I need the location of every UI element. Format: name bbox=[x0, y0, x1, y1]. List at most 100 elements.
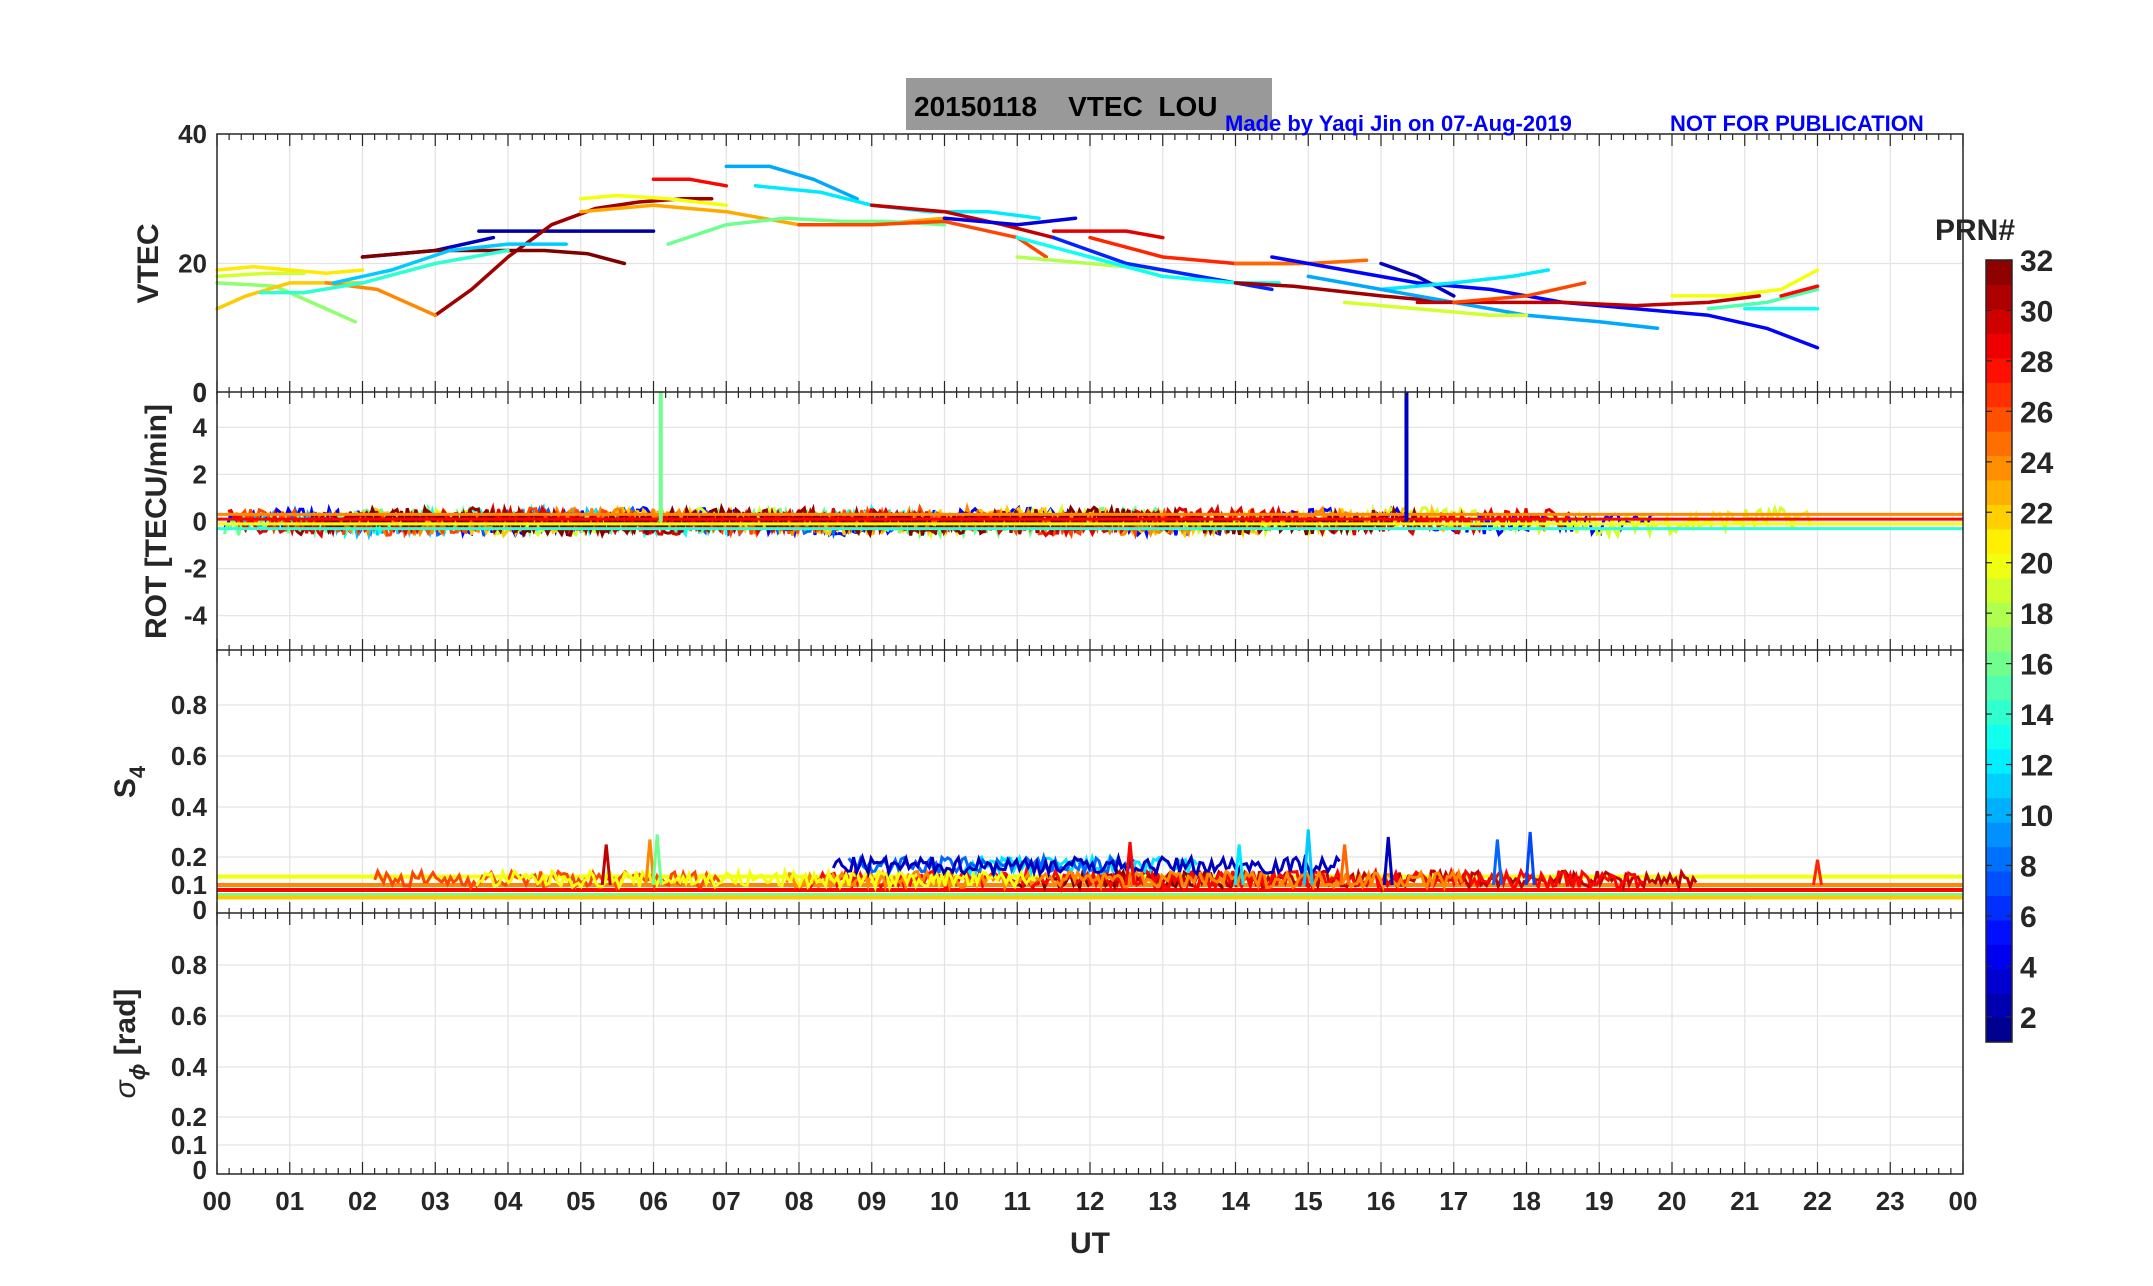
vtec-series-prn-21 bbox=[215, 264, 365, 275]
colorbar-segment bbox=[1986, 822, 2012, 848]
vtec-series-prn-30 bbox=[1415, 294, 1762, 308]
x-tick-labels: 00 01 02 03 04 05 06 07 08 09 10 11 12 13 14 15 16 17 18 19… bbox=[203, 1186, 1978, 1216]
vtec-series-prn-4 bbox=[942, 216, 1078, 227]
y-tick-label: -4 bbox=[184, 601, 208, 631]
vtec-series-prn-30 bbox=[870, 203, 1056, 240]
colorbar-segment bbox=[1986, 919, 2012, 945]
x-tick-label: 07 bbox=[712, 1186, 741, 1216]
x-tick-label: 16 bbox=[1367, 1186, 1396, 1216]
colorbar-tick-label: 12 bbox=[2020, 750, 2053, 783]
colorbar-segment bbox=[1986, 993, 2012, 1019]
y-axis-label: S4 bbox=[109, 765, 150, 798]
colorbar-tick-label: 28 bbox=[2020, 346, 2053, 379]
y-axis-label: VTEC bbox=[132, 223, 165, 303]
s4-peak-prn-24 bbox=[644, 839, 656, 886]
colorbar-tick-label: 24 bbox=[2020, 447, 2054, 480]
vtec-series-prn-3 bbox=[1379, 261, 1456, 298]
y-tick-label: 0.4 bbox=[171, 792, 208, 822]
s4-peak-prn-3 bbox=[1382, 836, 1394, 886]
colorbar-segment bbox=[1986, 333, 2012, 359]
colorbar-tick-label: 2 bbox=[2020, 1002, 2037, 1035]
colorbar-segment bbox=[1986, 431, 2012, 457]
x-tick-label: 05 bbox=[566, 1186, 595, 1216]
y-tick-label: 0 bbox=[193, 377, 207, 407]
vtec-series-prn-12 bbox=[1379, 268, 1551, 292]
colorbar-segment bbox=[1986, 895, 2012, 921]
y-tick-label: 40 bbox=[178, 119, 207, 149]
x-tick-label: 03 bbox=[421, 1186, 450, 1216]
title-box bbox=[906, 78, 1272, 130]
notice-text: NOT FOR PUBLICATION bbox=[1670, 111, 1924, 136]
colorbar-segment bbox=[1986, 846, 2012, 872]
y-tick-label: 0.6 bbox=[171, 741, 207, 771]
colorbar-segment bbox=[1986, 284, 2012, 310]
colorbar-tick-label: 32 bbox=[2020, 245, 2053, 278]
colorbar-segment bbox=[1986, 968, 2012, 994]
x-tick-label: 09 bbox=[857, 1186, 886, 1216]
colorbar-segment bbox=[1986, 602, 2012, 628]
s4-peak-prn-16 bbox=[651, 834, 663, 886]
y-tick-label: 0 bbox=[193, 378, 207, 408]
colorbar-segment bbox=[1986, 626, 2012, 652]
vtec-series-prn-11 bbox=[331, 242, 568, 285]
colorbar-label: PRN# bbox=[1935, 214, 2015, 247]
colorbar-tick-label: 6 bbox=[2020, 901, 2037, 934]
y-tick-label: 0 bbox=[193, 895, 207, 925]
colorbar-tick-label: 14 bbox=[2020, 699, 2054, 732]
colorbar-tick-label: 8 bbox=[2020, 850, 2037, 883]
colorbar-segment bbox=[1986, 357, 2012, 383]
y-axis-label: σϕ [rad] bbox=[109, 989, 150, 1099]
x-tick-label: 17 bbox=[1439, 1186, 1468, 1216]
x-tick-label: 22 bbox=[1803, 1186, 1832, 1216]
colorbar-tick-label: 18 bbox=[2020, 598, 2053, 631]
x-tick-label: 02 bbox=[348, 1186, 377, 1216]
x-tick-label: 10 bbox=[930, 1186, 959, 1216]
x-tick-label: 14 bbox=[1221, 1186, 1250, 1216]
x-tick-label: 04 bbox=[494, 1186, 523, 1216]
colorbar-frame bbox=[1985, 259, 2013, 1043]
vtec-series-prn-26 bbox=[797, 219, 1049, 259]
x-tick-label: 06 bbox=[639, 1186, 668, 1216]
colorbar-segment bbox=[1986, 1017, 2012, 1043]
x-tick-label: 00 bbox=[1949, 1186, 1978, 1216]
y-tick-label: 0.6 bbox=[171, 1001, 207, 1031]
x-tick-label: 12 bbox=[1076, 1186, 1105, 1216]
x-tick-label: 18 bbox=[1512, 1186, 1541, 1216]
s4-peak-prn-28 bbox=[1124, 841, 1136, 886]
vtec-series-prn-10 bbox=[724, 164, 859, 201]
y-tick-label: 0.8 bbox=[171, 950, 207, 980]
colorbar-segment bbox=[1986, 308, 2012, 334]
colorbar-segment bbox=[1986, 797, 2012, 823]
colorbar-tick-label: 16 bbox=[2020, 649, 2053, 682]
colorbar-segment bbox=[1986, 455, 2012, 481]
vtec-series-prn-15 bbox=[1706, 287, 1820, 311]
s4-peak-prn-30 bbox=[600, 844, 612, 886]
panel-s4: 00.10.2 0.4 0.6 0.8 S4 bbox=[109, 649, 1964, 925]
x-tick-label: 21 bbox=[1730, 1186, 1759, 1216]
panel-rot: -4 -2 0 2 4 0 ROT [TECU/min] bbox=[140, 377, 1964, 652]
colorbar-segment bbox=[1986, 553, 2012, 579]
vtec-series-prn-29 bbox=[1051, 229, 1165, 240]
vtec-series-prn-26 bbox=[1452, 281, 1587, 305]
y-tick-label: 20 bbox=[178, 249, 207, 279]
x-tick-label: 13 bbox=[1148, 1186, 1177, 1216]
credit-text: Made by Yaqi Jin on 07-Aug-2019 bbox=[1225, 111, 1572, 136]
vtec-series-prn-32 bbox=[360, 248, 627, 266]
colorbar-tick-label: 30 bbox=[2020, 295, 2053, 328]
s4-peak-prn-25 bbox=[1339, 844, 1351, 886]
x-tick-label: 19 bbox=[1585, 1186, 1614, 1216]
y-tick-label: 0.1 bbox=[171, 1130, 207, 1160]
vtec-series-prn-19 bbox=[215, 271, 307, 279]
y-tick-label: 2 bbox=[193, 459, 207, 489]
colorbar-segment bbox=[1986, 260, 2012, 286]
x-tick-label: 23 bbox=[1876, 1186, 1905, 1216]
colorbar-segment bbox=[1986, 479, 2012, 505]
colorbar-segment bbox=[1986, 406, 2012, 432]
colorbar-segment bbox=[1986, 699, 2012, 725]
vtec-series-prn-10 bbox=[1306, 274, 1660, 331]
x-tick-label: 11 bbox=[1004, 1186, 1032, 1216]
s4-trace-prn-20 bbox=[475, 866, 1037, 893]
